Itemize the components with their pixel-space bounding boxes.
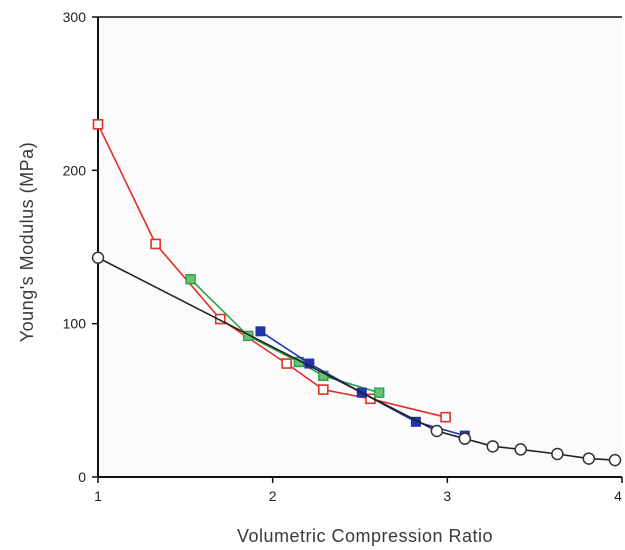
x-axis-title: Volumetric Compression Ratio (237, 526, 493, 546)
x-tick-label: 3 (443, 488, 451, 504)
y-tick-label: 0 (78, 469, 86, 485)
data-point (514, 443, 527, 456)
data-point (608, 453, 622, 467)
plot-area (98, 17, 622, 477)
data-point (150, 238, 161, 250)
data-point (551, 447, 564, 461)
data-point (582, 452, 596, 465)
y-tick-label: 100 (63, 316, 87, 332)
x-tick-label: 1 (94, 488, 102, 504)
data-point (430, 424, 444, 438)
data-point (458, 432, 472, 445)
y-tick-label: 300 (63, 9, 87, 25)
x-tick-label: 2 (269, 488, 277, 504)
y-axis-title: Young's Modulus (MPa) (17, 142, 37, 342)
ticks: 1 2 3 4 0 100 200 300 (63, 9, 623, 504)
data-point (440, 411, 451, 423)
x-tick-label: 4 (614, 488, 622, 504)
data-point (92, 119, 104, 130)
data-point (318, 384, 329, 395)
data-point (281, 358, 292, 369)
data-point (255, 326, 266, 337)
series-4 (91, 251, 622, 467)
data-point (374, 387, 385, 398)
plot-background (98, 17, 622, 477)
data-point (486, 440, 499, 453)
series-1 (92, 119, 451, 423)
series-group (91, 119, 622, 467)
data-point (185, 274, 196, 285)
data-point (91, 251, 105, 264)
y-tick-label: 200 (63, 162, 87, 178)
axes (97, 16, 622, 478)
data-point (214, 313, 226, 325)
